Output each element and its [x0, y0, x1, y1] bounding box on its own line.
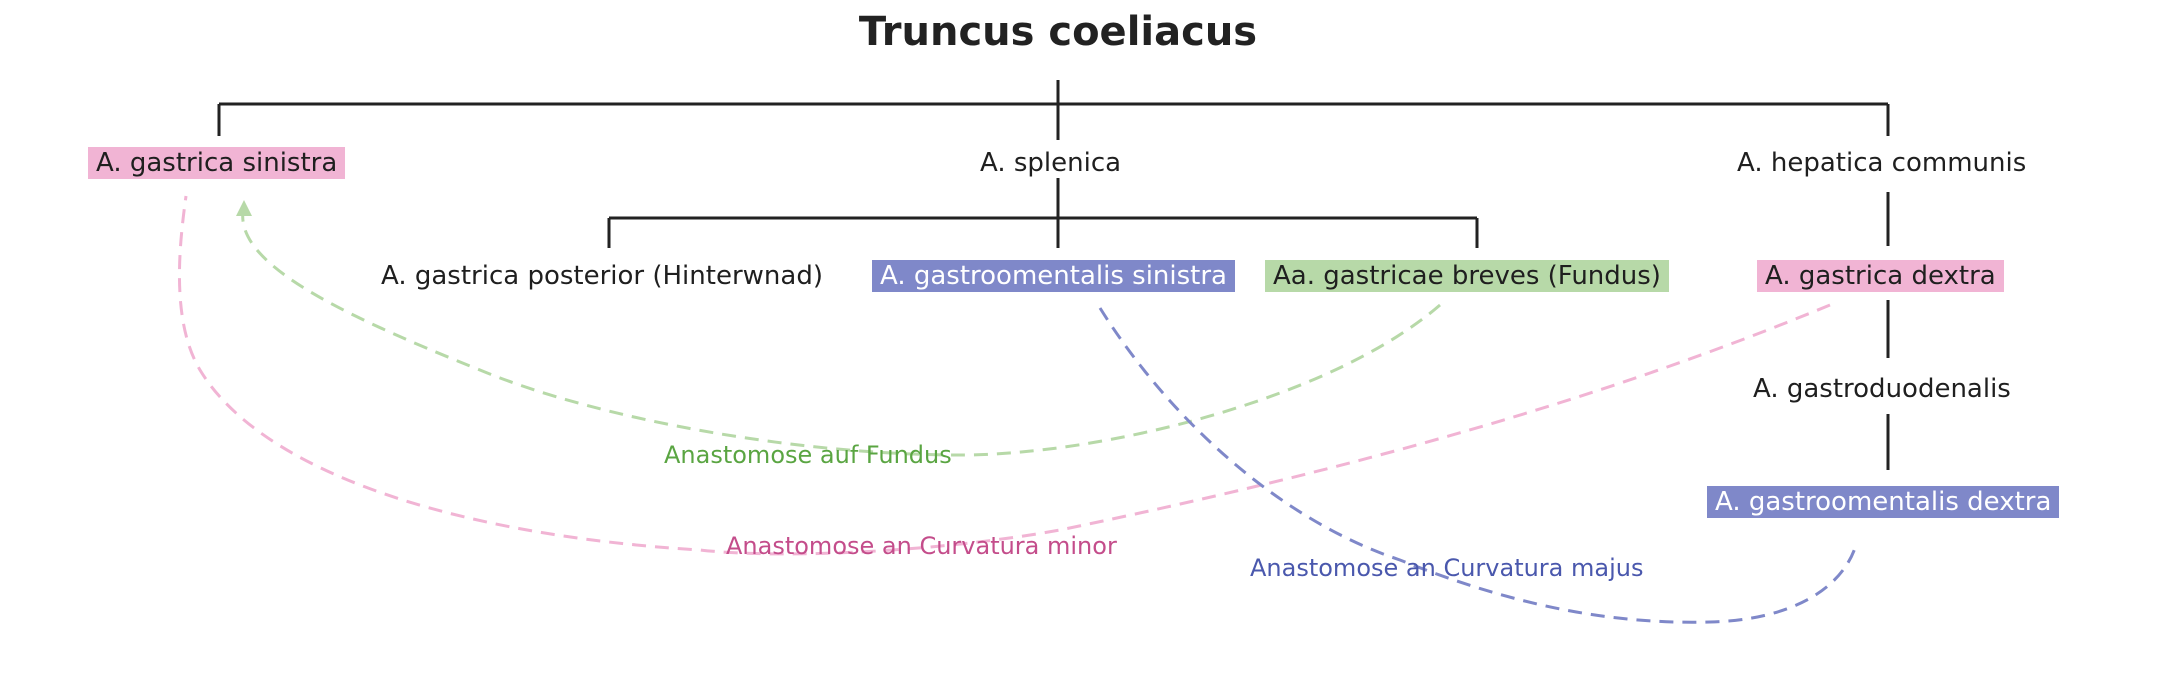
- node-a-gastrica-posterior: A. gastrica posterior (Hinterwnad): [381, 261, 823, 291]
- node-a-gastroomentalis-sinistra: A. gastroomentalis sinistra: [872, 260, 1235, 292]
- label-anastomose-fundus: Anastomose auf Fundus: [664, 441, 952, 469]
- node-a-gastroomentalis-dextra: A. gastroomentalis dextra: [1707, 486, 2060, 518]
- label-anastomose-curvatura-minor: Anastomose an Curvatura minor: [726, 532, 1117, 560]
- node-a-hepatica-communis: A. hepatica communis: [1737, 148, 2027, 178]
- diagram-title: Truncus coeliacus: [858, 9, 1258, 55]
- node-a-gastrica-dextra: A. gastrica dextra: [1757, 260, 2004, 292]
- node-a-splenica: A. splenica: [980, 148, 1122, 178]
- anastomosis-fundus-curve: [241, 205, 1441, 457]
- node-a-gastroduodenalis: A. gastroduodenalis: [1753, 374, 2011, 404]
- anastomosis-curvatura-minor-curve: [178, 195, 1831, 556]
- label-anastomose-curvatura-majus: Anastomose an Curvatura majus: [1250, 554, 1644, 582]
- node-a-gastrica-sinistra: A. gastrica sinistra: [88, 147, 346, 179]
- anastomosis-curvatura-majus-curve: [1098, 307, 1857, 624]
- arrowhead-icon: [236, 200, 252, 216]
- node-aa-gastricae-breves: Aa. gastricae breves (Fundus): [1265, 260, 1669, 292]
